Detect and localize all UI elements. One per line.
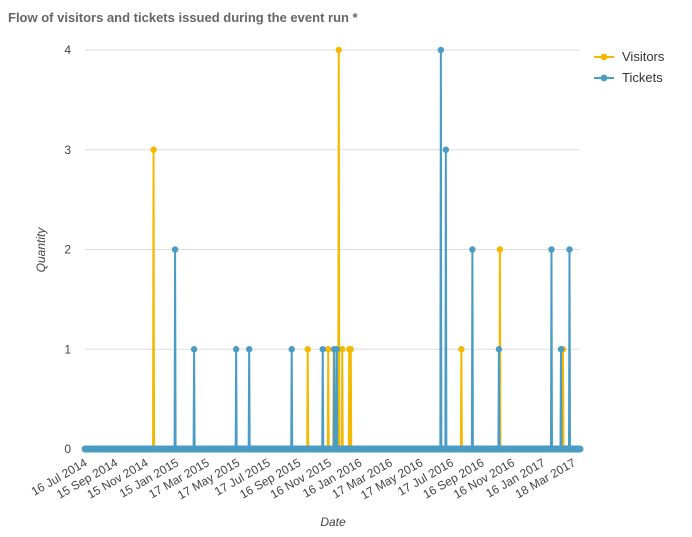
tickets-data-point[interactable] <box>469 246 476 253</box>
tickets-data-point[interactable] <box>557 346 565 353</box>
tickets-data-point[interactable] <box>288 346 295 353</box>
tickets-data-point[interactable] <box>319 346 326 353</box>
legend-item-visitors[interactable]: Visitors <box>594 49 665 64</box>
legend[interactable]: Visitors Tickets <box>594 49 665 85</box>
legend-marker <box>600 53 608 61</box>
visitors-data-point[interactable] <box>347 346 354 353</box>
y-tick-label: 3 <box>64 143 71 157</box>
tickets-data-point[interactable] <box>548 246 555 253</box>
tickets-data-point[interactable] <box>232 346 240 353</box>
y-tick-label: 1 <box>64 342 71 356</box>
tickets-data-point[interactable] <box>495 346 503 353</box>
y-tick-label: 2 <box>64 243 71 257</box>
tickets-data-point[interactable] <box>245 346 253 353</box>
tickets-data-point[interactable] <box>437 46 445 54</box>
chart-title: Flow of visitors and tickets issued duri… <box>8 10 358 25</box>
tickets-data-point[interactable] <box>442 146 450 153</box>
legend-label: Tickets <box>622 70 663 85</box>
legend-label: Visitors <box>622 49 665 64</box>
legend-marker <box>600 74 608 82</box>
visitors-data-point[interactable] <box>150 146 157 153</box>
tickets-data-point[interactable] <box>190 346 198 353</box>
gridlines <box>85 49 580 450</box>
visitors-data-point[interactable] <box>325 346 332 353</box>
visitors-data-point[interactable] <box>335 46 342 54</box>
x-axis-title: Date <box>320 515 346 529</box>
visitors-data-point[interactable] <box>339 346 346 353</box>
legend-item-tickets[interactable]: Tickets <box>594 70 663 85</box>
y-tick-label: 0 <box>64 442 71 456</box>
visitors-data-point[interactable] <box>458 346 465 353</box>
visitors-data-point[interactable] <box>304 346 311 353</box>
y-axis-ticks: 0 1 2 3 4 <box>64 43 71 456</box>
tickets-data-point[interactable] <box>333 346 340 353</box>
visitors-data-point[interactable] <box>496 246 504 253</box>
series-markers <box>81 46 584 453</box>
y-axis-title: Quantity <box>34 227 48 273</box>
tickets-data-point[interactable] <box>566 246 573 253</box>
y-tick-label: 4 <box>64 43 71 57</box>
tickets-data-point[interactable] <box>171 246 179 253</box>
